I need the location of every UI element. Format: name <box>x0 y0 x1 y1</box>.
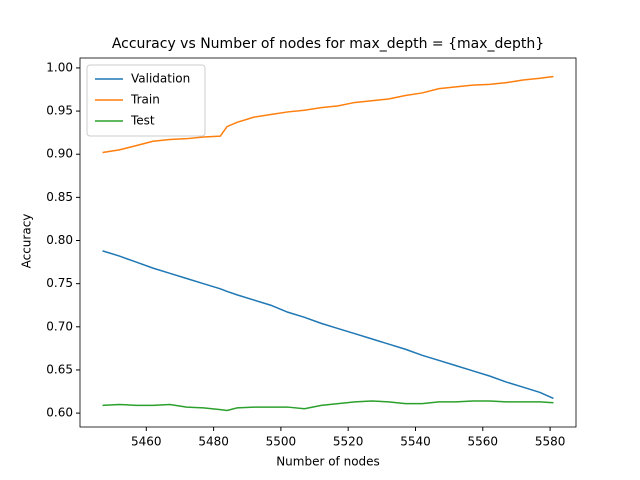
y-tick-label: 0.85 <box>46 190 73 204</box>
y-tick-label: 0.65 <box>46 362 73 376</box>
legend-label: Validation <box>131 72 190 86</box>
line-series <box>102 250 554 400</box>
y-tick-label: 1.00 <box>46 60 73 74</box>
y-tick-label: 0.90 <box>46 147 73 161</box>
y-tick-label: 0.60 <box>46 406 73 420</box>
x-tick-label: 5560 <box>468 435 499 449</box>
y-tick-label: 0.70 <box>46 319 73 333</box>
x-tick-label: 5580 <box>535 435 566 449</box>
y-tick-label: 0.95 <box>46 104 73 118</box>
x-tick-label: 5460 <box>131 435 162 449</box>
x-tick-label: 5520 <box>333 435 364 449</box>
x-tick-label: 5480 <box>198 435 229 449</box>
plot-frame <box>79 57 577 428</box>
legend-label: Test <box>130 114 155 128</box>
x-tick-label: 5500 <box>266 435 297 449</box>
line-series <box>102 400 554 412</box>
line-series <box>102 75 554 154</box>
legend-label: Train <box>130 93 160 107</box>
y-axis-label: Accuracy <box>20 214 34 269</box>
y-tick-label: 0.75 <box>46 276 73 290</box>
legend-box <box>86 64 206 137</box>
x-tick-label: 5540 <box>400 435 431 449</box>
chart-title: Accuracy vs Number of nodes for max_dept… <box>112 36 544 52</box>
x-axis-label: Number of nodes <box>276 455 380 469</box>
y-tick-label: 0.80 <box>46 233 73 247</box>
